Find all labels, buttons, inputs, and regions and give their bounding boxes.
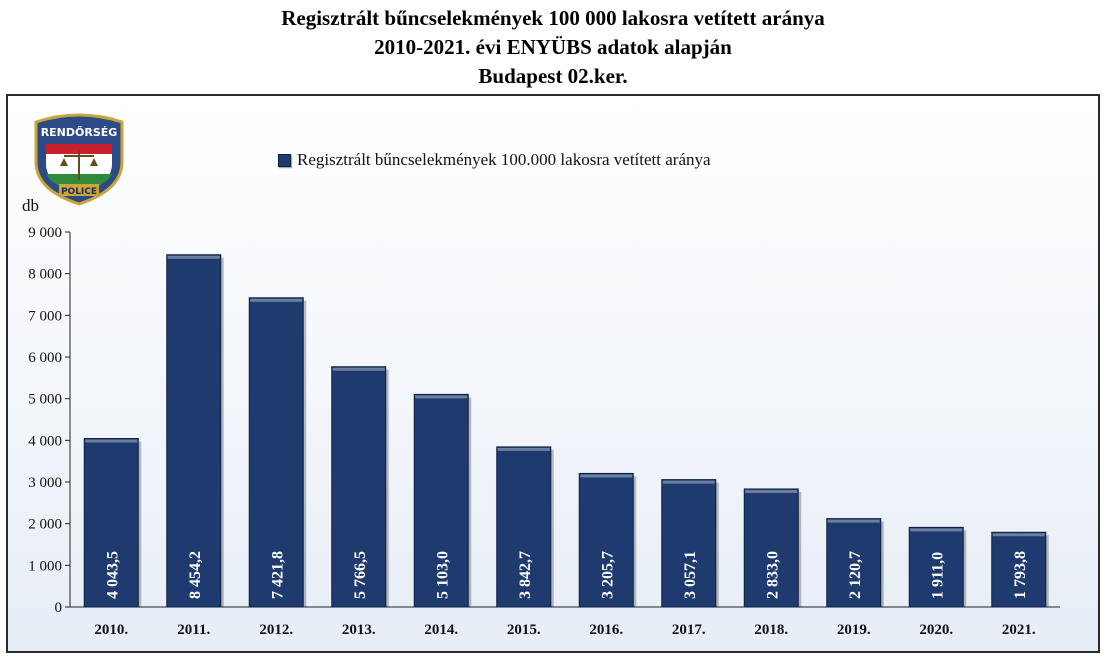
bar	[826, 518, 882, 608]
x-tick-label: 2015.	[507, 622, 541, 638]
bar	[83, 438, 139, 608]
bar-highlight	[745, 489, 798, 493]
bar-highlight	[580, 474, 633, 478]
y-tick-label: 2 000	[28, 517, 62, 533]
y-tick-label: 1 000	[28, 558, 62, 574]
bar	[661, 479, 717, 608]
police-logo: RENDŐRSÉG POLICE	[34, 113, 124, 206]
x-tick-label: 2016.	[589, 622, 623, 638]
x-tick-label: 2012.	[259, 622, 293, 638]
bar-highlight	[662, 480, 715, 484]
x-tick-label: 2020.	[919, 622, 953, 638]
y-tick-label: 6 000	[28, 350, 62, 366]
bar	[991, 531, 1047, 608]
logo-bottom-text: POLICE	[61, 187, 97, 197]
bar-highlight	[827, 519, 880, 523]
y-tick-label: 7 000	[28, 308, 62, 324]
bar	[166, 254, 222, 608]
logo-top-text: RENDŐRSÉG	[41, 125, 118, 139]
bar-value-label: 1 911,0	[929, 552, 946, 599]
legend-label: Regisztrált bűncselekmények 100.000 lako…	[297, 150, 711, 169]
bar	[248, 297, 304, 608]
x-tick-label: 2011.	[177, 622, 210, 638]
bar-value-label: 5 766,5	[352, 551, 369, 599]
bar-value-label: 1 793,8	[1012, 551, 1029, 599]
x-tick-label: 2010.	[94, 622, 128, 638]
bar-highlight	[332, 367, 385, 371]
bar	[743, 488, 799, 608]
y-tick-label: 9 000	[28, 225, 62, 241]
bar	[578, 472, 634, 608]
bar-highlight	[85, 439, 138, 443]
bar-value-label: 5 103,0	[434, 551, 451, 599]
y-tick-label: 3 000	[28, 475, 62, 491]
y-tick-label: 4 000	[28, 433, 62, 449]
bar-value-label: 2 833,0	[764, 551, 781, 599]
chart-title: Regisztrált bűncselekmények 100 000 lako…	[0, 4, 1106, 91]
bar	[496, 446, 552, 608]
x-tick-label: 2021.	[1002, 622, 1036, 638]
chart-legend: Regisztrált bűncselekmények 100.000 lako…	[278, 150, 711, 170]
y-tick-label: 8 000	[28, 267, 62, 283]
x-tick-label: 2013.	[342, 622, 376, 638]
bar-highlight	[910, 528, 963, 532]
bar-highlight	[415, 395, 468, 399]
title-line-2: 2010-2021. évi ENYÜBS adatok alapján	[374, 35, 732, 59]
bar-value-label: 7 421,8	[269, 551, 286, 599]
bar-value-label: 3 842,7	[517, 551, 534, 599]
bar-value-label: 4 043,5	[104, 551, 121, 599]
bar-value-label: 3 057,1	[682, 551, 699, 599]
bar-highlight	[497, 447, 550, 451]
bar	[331, 366, 387, 608]
y-axis-unit-label: db	[22, 196, 39, 215]
y-tick-label: 0	[55, 600, 63, 616]
bar-value-label: 2 120,7	[847, 551, 864, 599]
legend-swatch	[278, 153, 291, 167]
x-tick-label: 2014.	[424, 622, 458, 638]
y-tick-label: 5 000	[28, 392, 62, 408]
x-tick-label: 2019.	[837, 622, 871, 638]
bar-highlight	[167, 255, 220, 259]
title-line-3: Budapest 02.ker.	[478, 64, 628, 88]
title-line-1: Regisztrált bűncselekmények 100 000 lako…	[281, 6, 825, 30]
bar-value-label: 8 454,2	[187, 551, 204, 599]
bar-highlight	[992, 533, 1045, 537]
bar-value-label: 3 205,7	[599, 551, 616, 599]
x-tick-label: 2018.	[754, 622, 788, 638]
x-tick-label: 2017.	[672, 622, 706, 638]
bar	[908, 526, 964, 608]
bar	[413, 393, 469, 608]
bar-highlight	[250, 298, 303, 302]
